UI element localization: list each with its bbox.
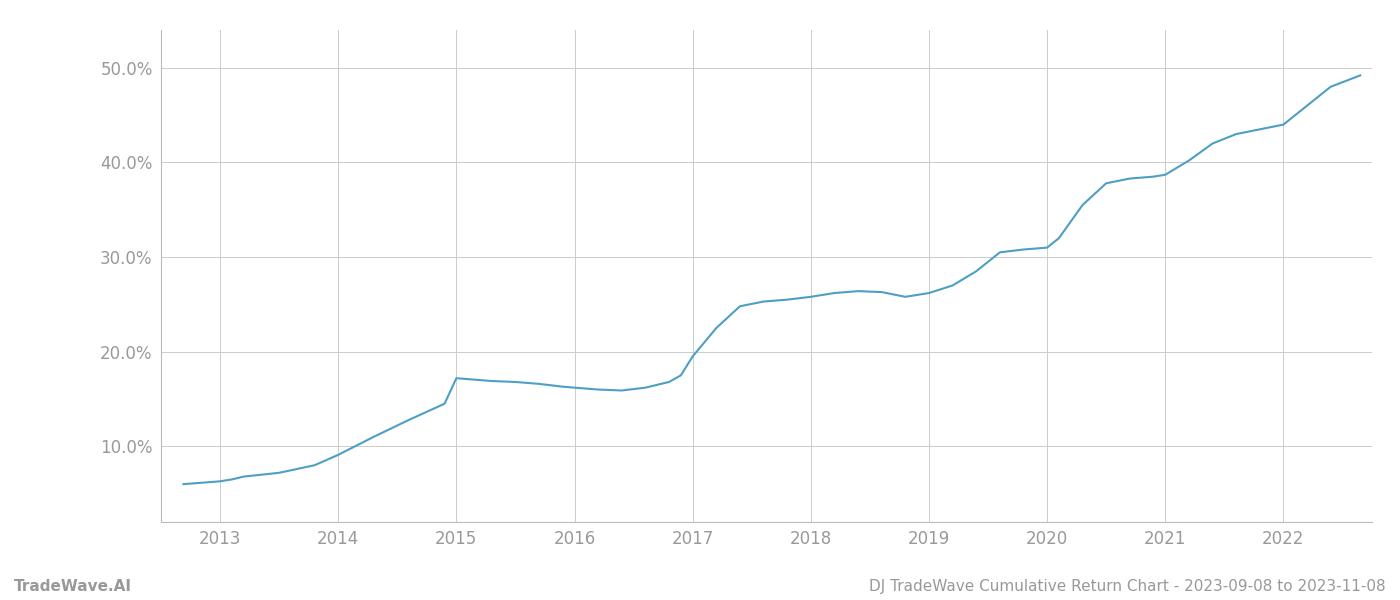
Text: DJ TradeWave Cumulative Return Chart - 2023-09-08 to 2023-11-08: DJ TradeWave Cumulative Return Chart - 2… <box>869 579 1386 594</box>
Text: TradeWave.AI: TradeWave.AI <box>14 579 132 594</box>
